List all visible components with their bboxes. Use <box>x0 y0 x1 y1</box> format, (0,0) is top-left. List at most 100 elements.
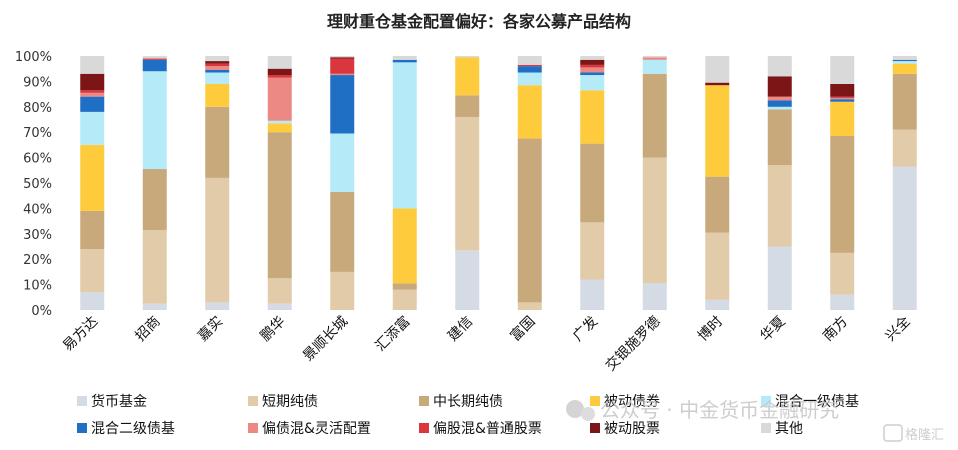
bar-segment <box>830 99 855 102</box>
bar-segment <box>517 66 542 73</box>
x-category-label: 南方 <box>820 314 851 345</box>
watermark: 公众号 · 中金货币金融研究 格隆汇 <box>566 398 944 443</box>
bar-segment <box>517 138 542 303</box>
bar-segment <box>830 96 855 98</box>
bar-segment <box>580 90 605 144</box>
bar-segment <box>330 271 355 310</box>
y-tick-label: 20% <box>23 253 52 268</box>
bar-segment <box>205 72 230 84</box>
bar-segment <box>580 56 605 60</box>
legend-swatch <box>248 396 258 406</box>
y-axis-ticks: 0% 10% 20% 30% 40% 50% 60% 70% 80% 90% 100% <box>15 50 52 319</box>
y-tick-label: 90% <box>23 75 52 90</box>
bar-segment <box>642 59 667 74</box>
bar-segment <box>330 133 355 192</box>
y-tick-label: 10% <box>23 279 52 294</box>
bar-segment <box>580 222 605 280</box>
legend-swatch <box>77 396 87 406</box>
bar-segment <box>205 83 230 107</box>
bar-segment <box>705 176 730 233</box>
x-category-label: 建信 <box>445 314 476 345</box>
bar-segment <box>80 90 105 93</box>
bar-segment <box>142 59 167 72</box>
y-tick-label: 80% <box>23 101 52 116</box>
bar-segment <box>330 58 355 74</box>
legend-label: 偏股混&普通股票 <box>433 421 542 437</box>
x-category-label: 景顺长城 <box>300 314 351 365</box>
bar-segment <box>267 75 292 78</box>
legend-swatch <box>761 423 771 433</box>
x-category-label: 华夏 <box>757 314 788 345</box>
bar-segment <box>455 56 480 58</box>
bar-segment <box>580 75 605 91</box>
bar-segment <box>642 56 667 58</box>
bar-segment <box>580 72 605 76</box>
bar-segment <box>705 82 730 86</box>
bar-segment <box>455 116 480 251</box>
bar-segment <box>142 71 167 170</box>
y-tick-label: 40% <box>23 202 52 217</box>
bar-segment <box>205 69 230 73</box>
logo-icon <box>883 424 903 442</box>
y-tick-label: 30% <box>23 228 52 243</box>
bar-segment <box>580 67 605 73</box>
bar-segment <box>80 292 105 310</box>
bar-segment <box>830 56 855 84</box>
bar-segment <box>642 283 667 310</box>
bar-segment <box>830 101 855 137</box>
bar-segment <box>80 210 105 250</box>
bar-segment <box>517 56 542 65</box>
bar-segment <box>517 85 542 139</box>
bar-segment <box>330 75 355 134</box>
legend-swatch <box>590 423 600 433</box>
bars-group <box>80 56 917 310</box>
bar-segment <box>205 106 230 178</box>
bar-segment <box>267 120 292 124</box>
y-tick-label: 60% <box>23 152 52 167</box>
bar-segment <box>205 56 230 62</box>
bar-segment <box>767 106 792 110</box>
bar-segment <box>392 62 417 209</box>
x-axis-categories: 易方达 招商 嘉实 鹏华 景顺长城 汇添富 建信 富国 广发 交银施罗德 博时 华夏 南方 兴全 <box>60 313 914 375</box>
y-tick-label: 100% <box>15 50 52 65</box>
bar-segment <box>705 299 730 310</box>
bar-segment <box>330 56 355 58</box>
bar-segment <box>205 61 230 64</box>
bar-segment <box>455 57 480 96</box>
bar-segment <box>642 73 667 158</box>
bar-segment <box>830 97 855 100</box>
bar-segment <box>517 64 542 67</box>
legend-label: 货币基金 <box>91 393 147 410</box>
bar-segment <box>580 64 605 68</box>
x-category-label: 汇添富 <box>372 313 414 355</box>
bar-segment <box>205 63 230 67</box>
bar-segment <box>892 63 917 74</box>
y-tick-label: 70% <box>23 126 52 141</box>
legend-swatch <box>419 396 429 406</box>
bar-segment <box>267 278 292 304</box>
bar-segment <box>80 111 105 145</box>
legend-label: 被动股票 <box>604 421 660 437</box>
bar-segment <box>142 229 167 304</box>
watermark-text: 公众号 · 中金货币金融研究 <box>600 398 839 422</box>
bar-segment <box>642 57 667 60</box>
bar-segment <box>142 303 167 310</box>
bar-segment <box>330 57 355 59</box>
x-category-label: 博时 <box>694 313 726 345</box>
bar-segment <box>455 250 480 310</box>
bar-segment <box>830 294 855 310</box>
bar-segment <box>80 92 105 97</box>
bar-segment <box>392 56 417 60</box>
y-tick-label: 0% <box>31 304 52 319</box>
x-category-label: 富国 <box>507 313 539 345</box>
y-tick-label: 50% <box>23 177 52 192</box>
bar-segment <box>767 96 792 101</box>
bar-segment <box>267 56 292 69</box>
x-category-label: 易方达 <box>60 314 101 355</box>
bar-segment <box>392 59 417 63</box>
bar-segment <box>517 302 542 310</box>
bar-segment <box>705 232 730 300</box>
x-category-label: 鹏华 <box>257 314 288 345</box>
